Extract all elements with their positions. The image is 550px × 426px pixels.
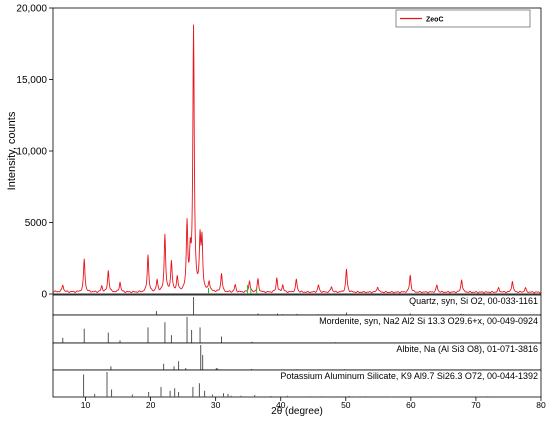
- y-tick-label: 5000: [25, 218, 48, 229]
- reference-label: Albite, Na (Al Si3 O8), 01-071-3816: [396, 344, 538, 354]
- x-tick-label: 50: [341, 400, 351, 410]
- x-tick-label: 70: [471, 400, 481, 410]
- reference-panel: [52, 342, 542, 371]
- reference-panel: [52, 369, 542, 398]
- legend-label-zeoc: ZeoC: [426, 17, 444, 24]
- y-axis-ticks: 0 5000 10,000 15,000 20,000: [16, 4, 53, 301]
- reference-label: Quartz, syn, Si O2, 00-033-1161: [409, 296, 538, 306]
- y-tick-label: 10,000: [16, 147, 47, 158]
- x-axis-ticks: 10 20 30 40 50 60 70 80: [81, 397, 546, 410]
- reference-panels: Quartz, syn, Si O2, 00-033-1161 Mordenite…: [52, 294, 542, 398]
- x-tick-label: 10: [81, 400, 91, 410]
- x-tick-label: 60: [406, 400, 416, 410]
- reference-panel: [52, 314, 542, 344]
- minor-phase-markers: [208, 285, 258, 294]
- zeoc-pattern-line: [52, 24, 542, 294]
- x-tick-label: 80: [536, 400, 546, 410]
- x-axis-label: 2θ (degree): [271, 406, 323, 417]
- y-axis-label: Intensity, counts: [6, 111, 18, 190]
- x-tick-label: 30: [211, 400, 221, 410]
- legend-box: [395, 9, 531, 28]
- y-tick-label: 15,000: [16, 75, 47, 86]
- plot-area: [52, 7, 542, 295]
- y-tick-label: 20,000: [16, 4, 47, 15]
- x-tick-label: 20: [146, 400, 156, 410]
- y-tick-label: 0: [41, 290, 47, 301]
- reference-label: Potassium Aluminum Silicate, K9 Al9.7 Si…: [280, 371, 538, 381]
- x-tick-label: 40: [276, 400, 286, 410]
- reference-label: Mordenite, syn, Na2 Al2 Si 13.3 O29.6+x,…: [319, 316, 538, 326]
